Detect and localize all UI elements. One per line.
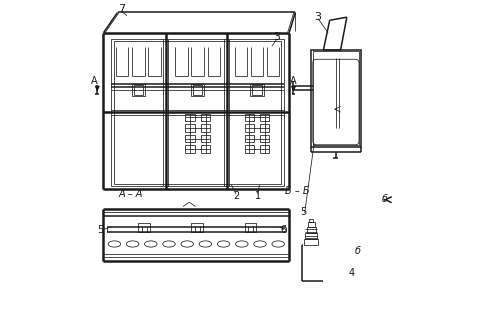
- Bar: [260, 145, 269, 153]
- Text: б: б: [355, 246, 361, 256]
- Bar: [311, 50, 361, 147]
- Bar: [201, 145, 210, 153]
- Bar: [134, 85, 143, 95]
- Bar: [245, 124, 254, 132]
- Bar: [305, 233, 317, 239]
- Bar: [245, 223, 256, 232]
- Bar: [185, 124, 195, 132]
- Bar: [260, 135, 269, 142]
- Bar: [260, 124, 269, 132]
- Bar: [138, 223, 150, 232]
- Text: б: б: [381, 194, 387, 204]
- Bar: [245, 135, 254, 142]
- Text: А: А: [290, 76, 297, 86]
- Text: А: А: [91, 76, 97, 86]
- Bar: [245, 114, 254, 121]
- Text: 2: 2: [233, 191, 239, 201]
- Bar: [193, 85, 203, 95]
- Bar: [185, 135, 195, 142]
- Text: 7: 7: [118, 4, 125, 14]
- Bar: [111, 39, 285, 186]
- Bar: [304, 239, 318, 245]
- Bar: [308, 222, 315, 227]
- Bar: [252, 85, 262, 95]
- Text: 1: 1: [254, 191, 261, 201]
- Bar: [201, 135, 210, 142]
- Bar: [132, 84, 145, 96]
- Bar: [309, 219, 314, 222]
- Bar: [115, 41, 281, 184]
- Text: 4: 4: [348, 268, 355, 278]
- Text: 3: 3: [315, 12, 322, 22]
- Bar: [245, 145, 254, 153]
- Text: 6: 6: [281, 225, 287, 235]
- Text: 5: 5: [300, 207, 306, 217]
- Bar: [201, 124, 210, 132]
- Bar: [313, 51, 359, 145]
- Bar: [307, 227, 316, 233]
- Text: 5: 5: [97, 225, 103, 235]
- Bar: [185, 114, 195, 121]
- Text: Б – Б: Б – Б: [285, 186, 309, 196]
- Bar: [250, 84, 263, 96]
- Bar: [201, 114, 210, 121]
- Bar: [260, 114, 269, 121]
- Text: 3: 3: [273, 32, 280, 42]
- Bar: [185, 145, 195, 153]
- Text: А – А: А – А: [119, 189, 143, 199]
- Bar: [192, 223, 203, 232]
- Bar: [191, 84, 204, 96]
